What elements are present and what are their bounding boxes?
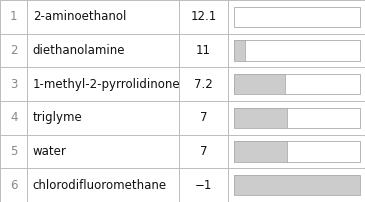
Text: 1-methyl-2-pyrrolidinone: 1-methyl-2-pyrrolidinone bbox=[33, 78, 180, 91]
Bar bbox=[234, 175, 360, 195]
Text: 7: 7 bbox=[200, 145, 207, 158]
Bar bbox=[234, 40, 245, 61]
Bar bbox=[234, 7, 360, 27]
Text: 6: 6 bbox=[10, 179, 18, 192]
Text: 1: 1 bbox=[10, 10, 18, 23]
Bar bbox=[234, 141, 360, 162]
Text: 7.2: 7.2 bbox=[194, 78, 213, 91]
Bar bbox=[234, 7, 360, 27]
Bar bbox=[234, 108, 287, 128]
Bar bbox=[234, 108, 360, 128]
Bar bbox=[285, 74, 360, 94]
Bar bbox=[234, 175, 360, 195]
Bar bbox=[245, 40, 360, 61]
Text: 7: 7 bbox=[200, 111, 207, 124]
Text: 12.1: 12.1 bbox=[191, 10, 216, 23]
Text: 4: 4 bbox=[10, 111, 18, 124]
Text: 11: 11 bbox=[196, 44, 211, 57]
Bar bbox=[287, 108, 360, 128]
Text: 3: 3 bbox=[10, 78, 18, 91]
Text: 2-aminoethanol: 2-aminoethanol bbox=[33, 10, 126, 23]
Bar bbox=[234, 40, 360, 61]
Text: triglyme: triglyme bbox=[33, 111, 82, 124]
Bar bbox=[234, 74, 285, 94]
Bar bbox=[287, 141, 360, 162]
Bar bbox=[234, 141, 287, 162]
Text: chlorodifluoromethane: chlorodifluoromethane bbox=[33, 179, 167, 192]
Text: 2: 2 bbox=[10, 44, 18, 57]
Text: −1: −1 bbox=[195, 179, 212, 192]
Bar bbox=[234, 74, 360, 94]
Text: water: water bbox=[33, 145, 67, 158]
Text: 5: 5 bbox=[10, 145, 18, 158]
Text: diethanolamine: diethanolamine bbox=[33, 44, 125, 57]
